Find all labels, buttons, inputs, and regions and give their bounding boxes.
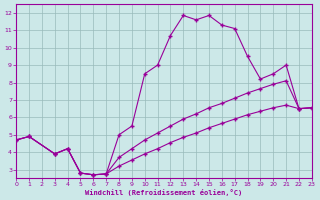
X-axis label: Windchill (Refroidissement éolien,°C): Windchill (Refroidissement éolien,°C) xyxy=(85,189,243,196)
